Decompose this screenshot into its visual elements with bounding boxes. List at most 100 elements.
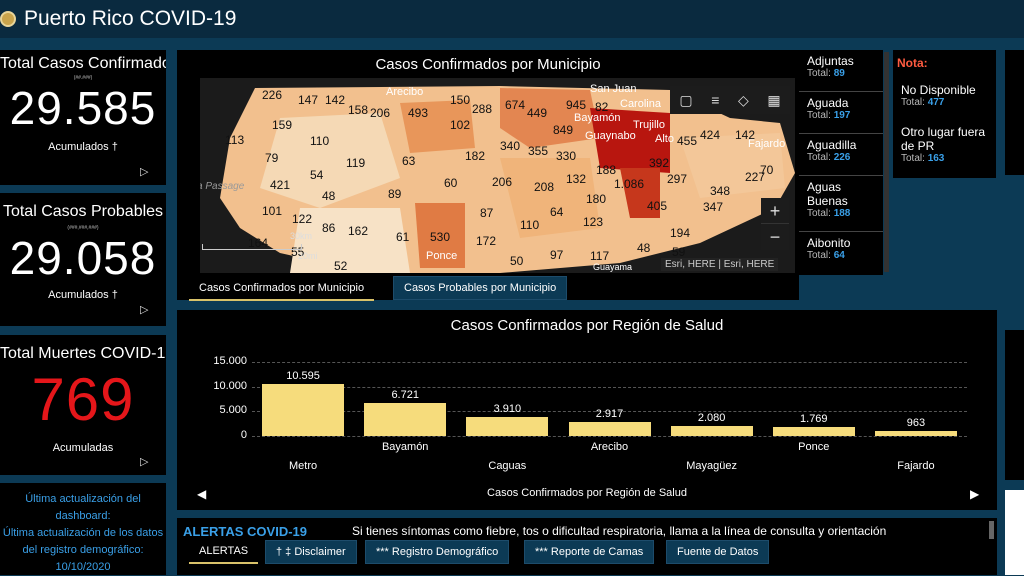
stat-panel-probable: Total Casos Probables (###,###,###) 29.0…: [0, 193, 166, 326]
muni-value: 945: [566, 98, 587, 112]
next-arrow-icon[interactable]: ▷: [140, 166, 149, 178]
bar[interactable]: [874, 431, 957, 436]
muni-value: 86: [322, 221, 336, 235]
place-label: Fajardo: [748, 138, 786, 150]
muni-value: 206: [492, 175, 513, 189]
list-item[interactable]: Adjuntas Total: 89: [799, 50, 883, 92]
gridline: [252, 386, 967, 388]
muni-value: 180: [586, 192, 607, 206]
list-item[interactable]: Aguada Total: 197: [799, 92, 883, 134]
muni-value: 142: [735, 128, 756, 142]
update-line: Última actualización del: [25, 493, 141, 505]
list-name: Aguada: [807, 96, 849, 110]
muni-value: 421: [270, 178, 291, 192]
muni-value: 147: [298, 93, 319, 107]
next-arrow-icon[interactable]: ▷: [140, 304, 149, 316]
bar[interactable]: [670, 425, 753, 436]
tab-registro[interactable]: *** Registro Demográfico: [365, 540, 510, 564]
list-item[interactable]: Aguas Buenas Total: 188: [799, 176, 883, 232]
muni-value: 206: [370, 106, 391, 120]
bar-value-label: 3.910: [493, 402, 522, 415]
muni-value: 70: [760, 163, 774, 177]
chart-prev-icon[interactable]: ◀: [197, 487, 207, 501]
chart-title: Casos Confirmados por Región de Salud: [450, 317, 724, 334]
list-name: Adjuntas: [807, 54, 854, 68]
zoom-in-button[interactable]: +: [761, 198, 789, 224]
category-label: Fajardo: [897, 460, 935, 472]
bar[interactable]: [772, 427, 855, 436]
zoom-out-button[interactable]: −: [769, 227, 781, 247]
list-scrollbar[interactable]: [884, 52, 889, 272]
nota-name: Otro lugar fuera de PR: [901, 125, 986, 153]
muni-value: 1.086: [614, 177, 645, 191]
list-total: Total: 89: [807, 68, 845, 79]
map-attribution: Esri, HERE | Esri, HERE: [661, 258, 779, 271]
stat-title: Total Muertes COVID-19: [0, 345, 166, 362]
list-item[interactable]: Aibonito Total: 64: [799, 232, 883, 272]
tab-casos-probables[interactable]: Casos Probables por Municipio: [393, 276, 568, 300]
muni-value: 102: [450, 118, 471, 132]
muni-value: 63: [402, 154, 416, 168]
alerts-text: Si tienes síntomas como fiebre, tos o di…: [352, 524, 887, 538]
alerts-label: ALERTAS COVID-19: [183, 524, 307, 539]
tab-alertas[interactable]: ALERTAS: [189, 540, 259, 564]
place-label: Arecibo: [386, 86, 424, 98]
stat-title: Total Casos Confirmados: [0, 55, 166, 72]
list-name: Aibonito: [807, 236, 851, 250]
muni-value: 172: [476, 234, 497, 248]
tab-reporte-camas[interactable]: *** Reporte de Camas: [524, 540, 655, 564]
map-toolbar: ▢ ≡ ◇ ▦: [670, 86, 790, 114]
update-date: 10/10/2020: [55, 561, 111, 573]
qr-grid-icon[interactable]: ▦: [767, 91, 781, 108]
seal-logo: [0, 11, 16, 27]
tab-disclaimer[interactable]: † ‡ Disclaimer: [265, 540, 357, 564]
muni-value: 674: [505, 98, 526, 112]
category-label: Ponce: [798, 441, 830, 453]
muni-value: 159: [272, 118, 293, 132]
update-line: Última actualización de los datos: [2, 527, 164, 539]
bar-value-label: 2.917: [595, 407, 624, 420]
category-label: Arecibo: [590, 441, 629, 453]
municipio-list[interactable]: Adjuntas Total: 89 Aguada Total: 197 Agu…: [799, 50, 883, 275]
chart-footer: Casos Confirmados por Región de Salud: [487, 487, 687, 499]
bar[interactable]: [364, 402, 447, 436]
bar-value-label: 2.080: [697, 411, 726, 424]
muni-value: 101: [262, 204, 283, 218]
muni-value: 89: [388, 187, 402, 201]
muni-value: 330: [556, 149, 577, 163]
place-label: Guayama: [593, 262, 633, 272]
stat-sub: Acumulados †: [48, 289, 118, 301]
muni-value: 226: [262, 88, 283, 102]
right-edge-panel: [1005, 50, 1024, 175]
stat-tiny-label: (##.###): [73, 75, 93, 81]
muni-value: 340: [500, 139, 521, 153]
category-label: Caguas: [488, 460, 527, 472]
app-header: Puerto Rico COVID-19: [0, 0, 1024, 38]
list-total: Total: 188: [807, 208, 851, 219]
place-label: Guaynabo: [585, 130, 636, 142]
bar[interactable]: [568, 421, 651, 436]
muni-value: 97: [550, 248, 564, 262]
next-arrow-icon[interactable]: ▷: [140, 456, 149, 468]
category-label: Metro: [289, 460, 318, 472]
list-item[interactable]: Aguadilla Total: 226: [799, 134, 883, 176]
bookmark-icon[interactable]: ▢: [679, 91, 693, 108]
list-icon[interactable]: ≡: [711, 92, 720, 108]
stat-value: 769: [31, 366, 135, 433]
list-total: Total: 64: [807, 250, 845, 261]
muni-value: 110: [310, 134, 330, 148]
tab-fuente-datos[interactable]: Fuente de Datos: [666, 540, 770, 564]
chart-next-icon[interactable]: ▶: [970, 487, 980, 501]
update-line: del registro demográfico:: [22, 544, 144, 556]
bar[interactable]: [466, 416, 549, 436]
bar[interactable]: [262, 383, 345, 436]
gridline: [252, 362, 967, 363]
scale-bar: [202, 244, 302, 250]
list-total: Total: 197: [807, 110, 851, 121]
layers-icon[interactable]: ◇: [738, 91, 749, 108]
municipio-map[interactable]: a Passage 226 147 142 158 206 493 150 10…: [200, 78, 795, 273]
tab-casos-confirmados[interactable]: Casos Confirmados por Municipio: [189, 277, 375, 301]
muni-value: 849: [553, 123, 574, 137]
muni-value: 455: [677, 134, 698, 148]
alerts-scrollbar[interactable]: [989, 521, 994, 539]
